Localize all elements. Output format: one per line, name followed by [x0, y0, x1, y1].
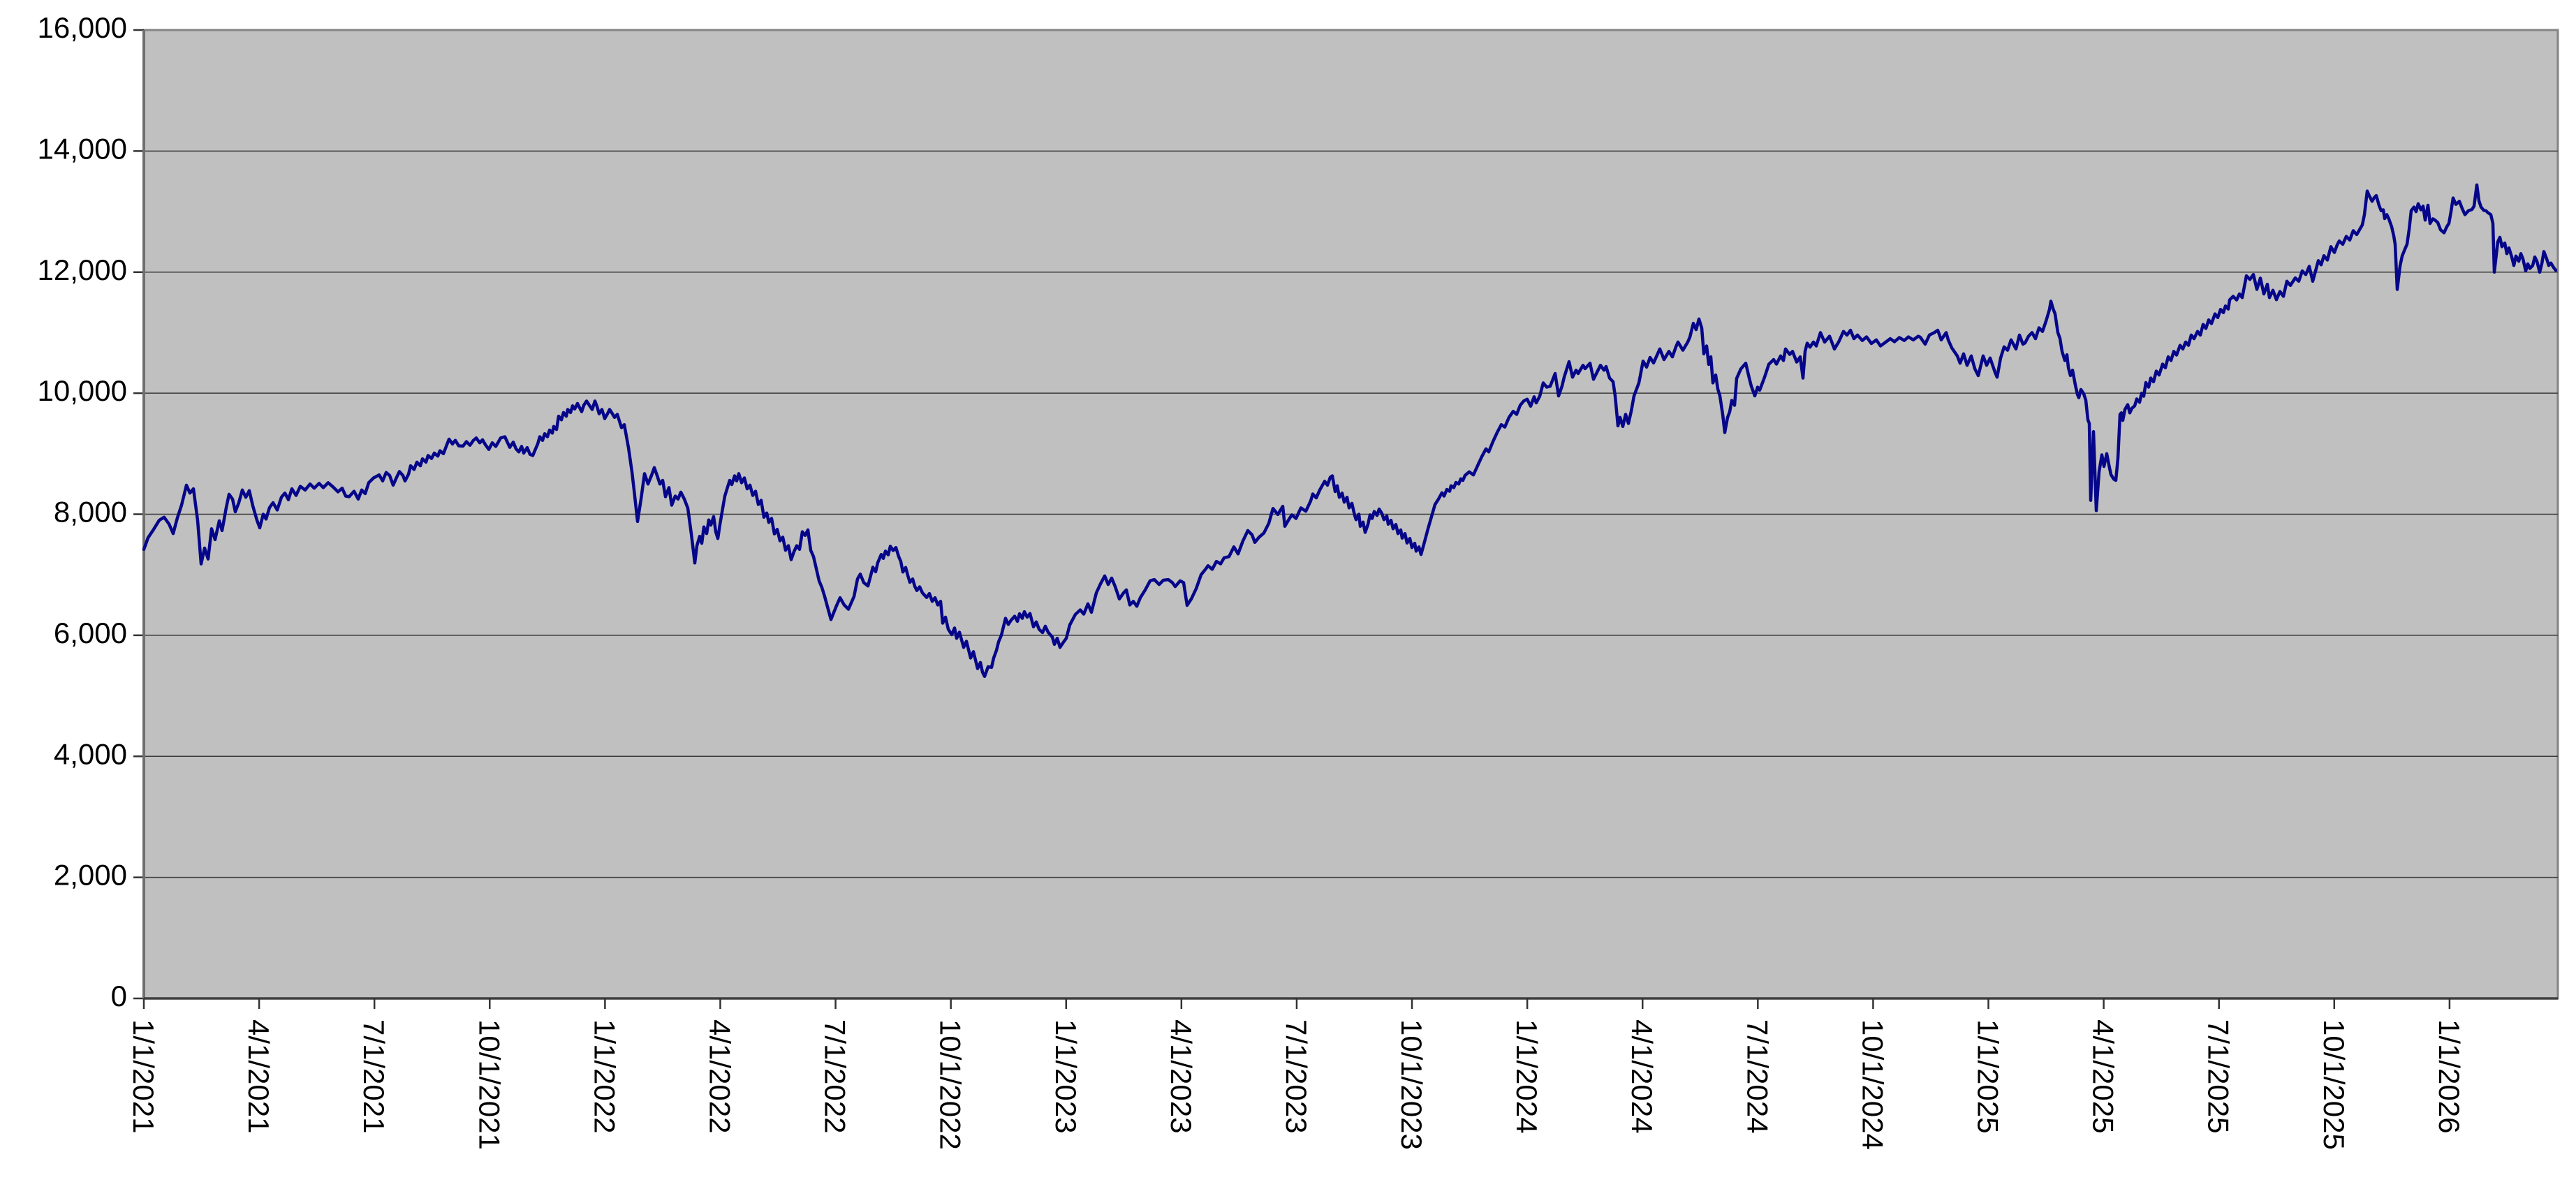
x-axis-label: 7/1/2022	[819, 1019, 852, 1134]
x-axis-label: 4/1/2021	[242, 1019, 275, 1134]
x-axis-label: 10/1/2022	[934, 1019, 967, 1150]
x-axis-label: 4/1/2024	[1626, 1019, 1658, 1134]
y-axis-label: 12,000	[38, 253, 127, 286]
x-axis-label: 10/1/2023	[1395, 1019, 1428, 1150]
x-axis-label: 1/1/2025	[1972, 1019, 2005, 1134]
y-axis-label: 4,000	[54, 737, 127, 770]
series-line[interactable]	[142, 183, 2558, 679]
y-axis-label: 16,000	[38, 11, 127, 44]
x-axis-label: 1/1/2026	[2433, 1019, 2466, 1134]
y-axis-label: 14,000	[38, 132, 127, 165]
x-axis-label: 4/1/2023	[1165, 1019, 1198, 1134]
x-axis-label: 1/1/2024	[1510, 1019, 1543, 1134]
y-axis-label: 0	[111, 980, 127, 1012]
y-axis-label: 8,000	[54, 496, 127, 529]
x-axis-label: 1/1/2022	[588, 1019, 621, 1134]
x-axis-label: 7/1/2025	[2202, 1019, 2235, 1134]
y-axis-label: 10,000	[38, 374, 127, 407]
x-axis-label: 10/1/2025	[2318, 1019, 2350, 1150]
x-axis-label: 4/1/2022	[703, 1019, 736, 1134]
x-axis-label: 10/1/2024	[1856, 1019, 1889, 1150]
x-axis-label: 1/1/2023	[1050, 1019, 1082, 1134]
x-axis-label: 7/1/2024	[1741, 1019, 1774, 1134]
x-axis-label: 10/1/2021	[473, 1019, 506, 1150]
y-axis-label: 6,000	[54, 617, 127, 649]
x-axis-label: 1/1/2021	[127, 1019, 160, 1134]
y-axis-label: 2,000	[54, 859, 127, 892]
x-axis-label: 7/1/2023	[1280, 1019, 1313, 1134]
x-axis-label: 4/1/2025	[2087, 1019, 2120, 1134]
x-axis-label: 7/1/2021	[358, 1019, 390, 1134]
